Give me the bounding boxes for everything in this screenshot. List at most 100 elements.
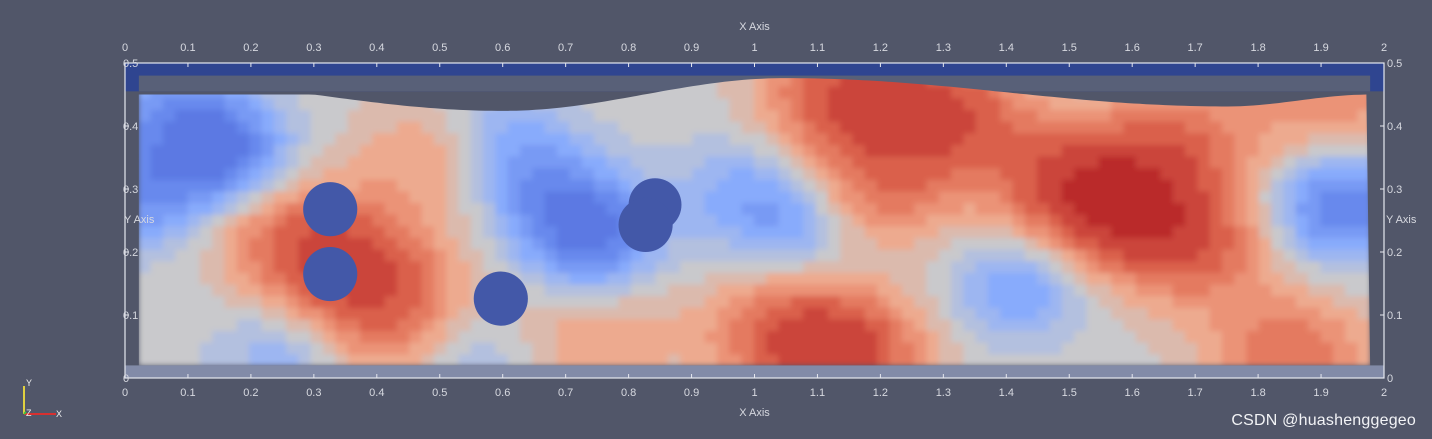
- field-cell: [162, 248, 177, 262]
- field-cell: [1172, 318, 1186, 332]
- field-cell: [1074, 306, 1088, 320]
- field-cell: [249, 248, 263, 262]
- field-cell: [323, 318, 337, 332]
- field-cell: [323, 167, 337, 180]
- field-cell: [606, 120, 620, 134]
- field-cell: [1295, 236, 1310, 250]
- field-cell: [1049, 143, 1063, 157]
- field-cell: [1172, 155, 1186, 169]
- field-cell: [1037, 190, 1051, 204]
- field-cell: [1024, 260, 1039, 273]
- field-cell: [1049, 306, 1063, 320]
- field-cell: [606, 132, 620, 145]
- field-cell: [581, 260, 595, 273]
- field-cell: [1197, 330, 1211, 343]
- field-cell: [458, 155, 472, 169]
- field-cell: [150, 202, 164, 215]
- field-cell: [1308, 318, 1322, 332]
- field-cell: [766, 167, 780, 180]
- obstacle-disc[interactable]: [303, 246, 358, 302]
- field-cell: [520, 318, 534, 332]
- field-cell: [249, 190, 263, 204]
- field-cell: [1172, 120, 1186, 134]
- field-cell: [1271, 330, 1285, 343]
- field-cell: [1197, 178, 1211, 192]
- field-cell: [323, 143, 337, 157]
- field-cell: [1184, 213, 1199, 227]
- y-tick-label-right: 0: [1387, 373, 1393, 385]
- field-cell: [852, 109, 866, 122]
- field-cell: [790, 248, 805, 262]
- field-cell: [1172, 248, 1186, 262]
- field-cell: [1258, 271, 1273, 285]
- field-cell: [1135, 306, 1150, 320]
- field-cell: [495, 353, 509, 366]
- field-cell: [1332, 120, 1347, 134]
- field-cell: [273, 306, 288, 320]
- field-cell: [827, 341, 842, 355]
- field-cell: [1246, 318, 1260, 332]
- field-cell: [987, 260, 1002, 273]
- field-cell: [1074, 178, 1088, 192]
- obstacle-disc[interactable]: [618, 197, 673, 252]
- field-cell: [532, 132, 546, 145]
- field-cell: [421, 283, 435, 297]
- field-cell: [1061, 143, 1076, 157]
- field-cell: [667, 120, 682, 134]
- field-cell: [544, 97, 558, 111]
- field-cell: [507, 120, 522, 134]
- field-cell: [754, 85, 768, 99]
- field-cell: [1357, 109, 1371, 122]
- field-cell: [717, 178, 731, 192]
- field-cell: [778, 318, 792, 332]
- field-cell: [483, 155, 497, 169]
- field-cell: [175, 353, 189, 366]
- field-cell: [692, 341, 706, 355]
- field-cell: [754, 248, 768, 262]
- field-cell: [1111, 353, 1125, 366]
- field-cell: [1283, 283, 1297, 297]
- field-cell: [667, 353, 682, 366]
- field-cell: [1332, 295, 1347, 308]
- field-cell: [630, 120, 645, 134]
- field-cell: [162, 132, 177, 145]
- field-cell: [987, 330, 1002, 343]
- field-cell: [815, 190, 829, 204]
- field-cell: [704, 202, 719, 215]
- field-cell: [372, 341, 386, 355]
- field-cell: [175, 120, 189, 134]
- field-cell: [704, 97, 719, 111]
- field-cell: [446, 318, 460, 332]
- field-cell: [446, 143, 460, 157]
- field-cell: [1332, 353, 1347, 366]
- field-cell: [1197, 132, 1211, 145]
- obstacle-disc[interactable]: [303, 182, 358, 237]
- field-cell: [544, 271, 558, 285]
- x-tick-label-bottom: 1.3: [936, 387, 951, 399]
- field-cell: [1037, 318, 1051, 332]
- field-cell: [1271, 132, 1285, 145]
- field-cell: [729, 78, 743, 87]
- field-cell: [778, 353, 792, 366]
- field-cell: [1135, 341, 1150, 355]
- field-cell: [864, 341, 879, 355]
- field-cell: [1221, 248, 1236, 262]
- orientation-axes-icon: Y X Z: [23, 378, 62, 419]
- field-cell: [803, 155, 817, 169]
- field-cell: [138, 260, 152, 273]
- field-cell: [1308, 341, 1322, 355]
- field-cell: [569, 271, 583, 285]
- obstacle-disc[interactable]: [473, 271, 528, 326]
- field-cell: [815, 202, 829, 215]
- field-cell: [680, 190, 694, 204]
- field-cell: [852, 248, 866, 262]
- field-cell: [1234, 318, 1248, 332]
- field-cell: [569, 236, 583, 250]
- field-cell: [790, 341, 805, 355]
- field-cell: [1357, 213, 1371, 227]
- field-cell: [1295, 190, 1310, 204]
- field-cell: [766, 85, 780, 99]
- field-cell: [273, 248, 288, 262]
